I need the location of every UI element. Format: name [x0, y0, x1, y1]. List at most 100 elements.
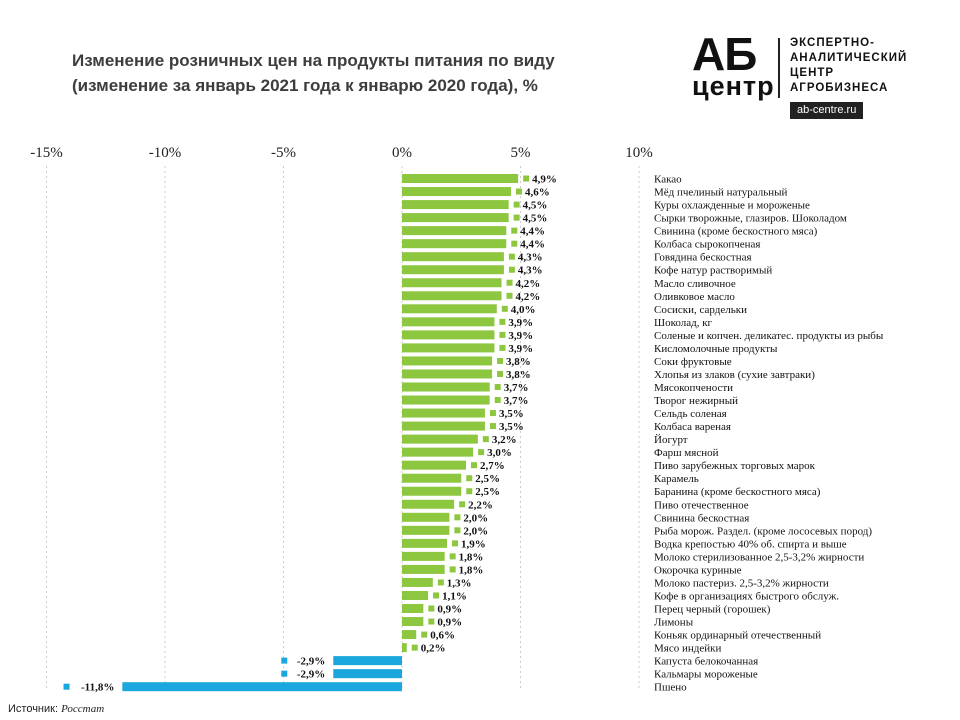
category-label: Кальмары мороженые: [654, 669, 758, 681]
bar-marker: [466, 488, 473, 495]
x-tick-label: 5%: [511, 145, 531, 161]
data-label: 3,8%: [506, 356, 531, 368]
bar-marker: [513, 201, 520, 208]
bar: [402, 434, 478, 444]
bar: [402, 369, 493, 379]
data-label: 1,9%: [461, 538, 486, 550]
bar: [402, 317, 495, 327]
bar-marker: [281, 670, 288, 677]
bar-marker: [449, 566, 456, 573]
data-label: 4,3%: [518, 265, 543, 277]
category-label: Соленые и копчен. деликатес. продукты из…: [654, 330, 884, 342]
logo-description: ЭКСПЕРТНО- АНАЛИТИЧЕСКИЙ ЦЕНТР АГРОБИЗНЕ…: [790, 36, 940, 96]
data-label: 3,7%: [504, 395, 529, 407]
bar: [402, 265, 504, 275]
category-label: Окорочка куриные: [654, 564, 742, 576]
data-label: 3,9%: [508, 330, 533, 342]
bar: [402, 604, 424, 614]
bar: [402, 499, 455, 509]
data-label: 4,5%: [523, 213, 548, 225]
category-label: Мясо индейки: [654, 643, 721, 655]
source-label: Источник:: [8, 703, 59, 715]
bar-marker: [421, 631, 428, 638]
category-label: Кисломолочные продукты: [654, 343, 778, 355]
category-label: Лимоны: [654, 617, 694, 629]
bar: [402, 577, 433, 587]
data-label: 3,7%: [504, 382, 529, 394]
bar: [402, 291, 502, 301]
data-label: 2,5%: [475, 473, 500, 485]
chart-title: Изменение розничных цен на продукты пита…: [72, 48, 632, 98]
bar: [402, 239, 507, 249]
data-label: 4,2%: [516, 278, 541, 290]
bar-marker: [428, 618, 435, 625]
bar: [402, 278, 502, 288]
logo-url: ab-centre.ru: [790, 102, 864, 119]
bar: [402, 512, 450, 522]
bar: [402, 330, 495, 340]
data-label: 4,4%: [520, 226, 545, 238]
data-label: 1,8%: [459, 551, 484, 563]
data-label: 0,9%: [437, 617, 462, 629]
data-label: 2,5%: [475, 486, 500, 498]
data-label: 0,9%: [437, 604, 462, 616]
data-label: -2,9%: [297, 669, 325, 681]
data-label: 2,0%: [463, 512, 488, 524]
category-label: Рыба морож. Раздел. (кроме лососевых пор…: [654, 525, 872, 537]
category-label: Хлопья из злаков (сухие завтраки): [654, 369, 815, 381]
data-label: 3,5%: [499, 408, 524, 420]
bar-marker: [466, 475, 473, 482]
logo-mark-bottom: центр: [692, 71, 775, 101]
logo-desc-line: ЦЕНТР: [790, 67, 835, 79]
category-label: Перец черный (горошек): [654, 604, 771, 616]
category-label: Шоколад, кг: [654, 317, 713, 329]
bar: [402, 395, 490, 405]
category-label: Творог нежирный: [654, 395, 738, 407]
bar: [333, 656, 402, 666]
bar: [402, 213, 509, 223]
source-note: Источник: Росстат: [8, 703, 104, 715]
category-label: Соки фруктовые: [654, 356, 732, 368]
bar: [402, 252, 504, 262]
bar: [402, 551, 445, 561]
category-label: Мёд пчелиный натуральный: [654, 187, 788, 199]
data-label: 3,0%: [487, 447, 512, 459]
bar-marker: [516, 188, 523, 195]
bar-marker: [511, 240, 518, 247]
x-tick-label: -15%: [30, 145, 63, 161]
bar-marker: [508, 253, 515, 260]
price-change-chart: -15% -10% -5% 0% 5% 10% 4,9% Какао 4,6% Мёд пчели…: [30, 145, 884, 694]
bar: [402, 564, 445, 574]
bar-marker: [494, 397, 501, 404]
x-tick-label: -10%: [149, 145, 182, 161]
data-label: 4,2%: [516, 291, 541, 303]
bar-marker: [506, 292, 513, 299]
bar-marker: [489, 410, 496, 417]
bar: [402, 630, 417, 640]
bar-marker: [497, 370, 504, 377]
bar: [122, 682, 402, 692]
bar-marker: [489, 423, 496, 430]
bar-marker: [437, 579, 444, 586]
data-label: 0,6%: [430, 630, 455, 642]
category-label: Водка крепостью 40% об. спирта и выше: [654, 538, 847, 550]
bar-marker: [499, 331, 506, 338]
x-tick-label: 0%: [392, 145, 412, 161]
data-label: 4,6%: [525, 187, 550, 199]
bar: [402, 538, 448, 548]
chart-title-line-2: (изменение за январь 2021 года к январю …: [72, 76, 538, 95]
data-label: 1,3%: [447, 577, 472, 589]
logo-desc-line: АГРОБИЗНЕСА: [790, 82, 889, 94]
category-label: Пиво зарубежных торговых марок: [654, 460, 816, 472]
logo-desc-line: АНАЛИТИЧЕСКИЙ: [790, 52, 908, 64]
category-label: Баранина (кроме бескостного мяса): [654, 486, 821, 498]
category-label: Фарш мясной: [654, 447, 719, 459]
bar: [402, 486, 462, 496]
logo-separator: [778, 38, 780, 98]
bar-marker: [459, 501, 466, 508]
category-label: Пиво отечественное: [654, 499, 749, 511]
bar-marker: [511, 227, 518, 234]
data-label: -11,8%: [81, 682, 114, 694]
data-label: 1,8%: [459, 564, 484, 576]
category-label: Свинина (кроме бескостного мяса): [654, 226, 818, 238]
